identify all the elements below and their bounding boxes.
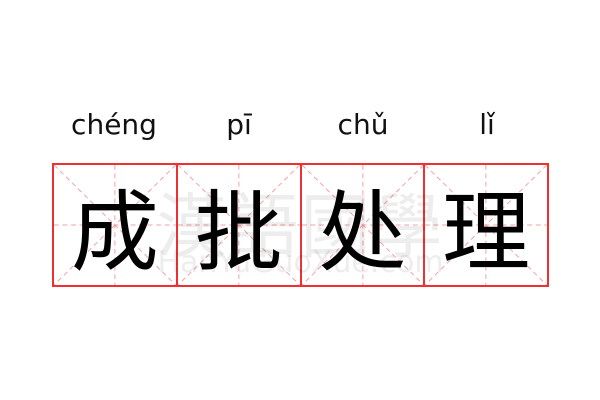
pinyin-3: chǔ <box>337 108 389 141</box>
character-cell: 处 <box>301 165 426 285</box>
character: 处 <box>318 180 407 284</box>
character: 成 <box>70 180 159 284</box>
character-grid: 成 批 处 理 <box>52 163 549 287</box>
guide-lines <box>177 165 300 285</box>
character-cell: 成 <box>54 165 178 285</box>
character: 理 <box>442 180 531 284</box>
pinyin-1: chéng <box>71 108 157 141</box>
guide-lines <box>425 165 547 285</box>
character: 批 <box>194 180 283 284</box>
character-cell: 理 <box>425 165 547 285</box>
pinyin-4: lǐ <box>479 108 495 141</box>
pinyin-2: pī <box>226 108 252 141</box>
guide-lines <box>301 165 424 285</box>
guide-lines <box>54 165 176 285</box>
character-cell: 批 <box>177 165 302 285</box>
